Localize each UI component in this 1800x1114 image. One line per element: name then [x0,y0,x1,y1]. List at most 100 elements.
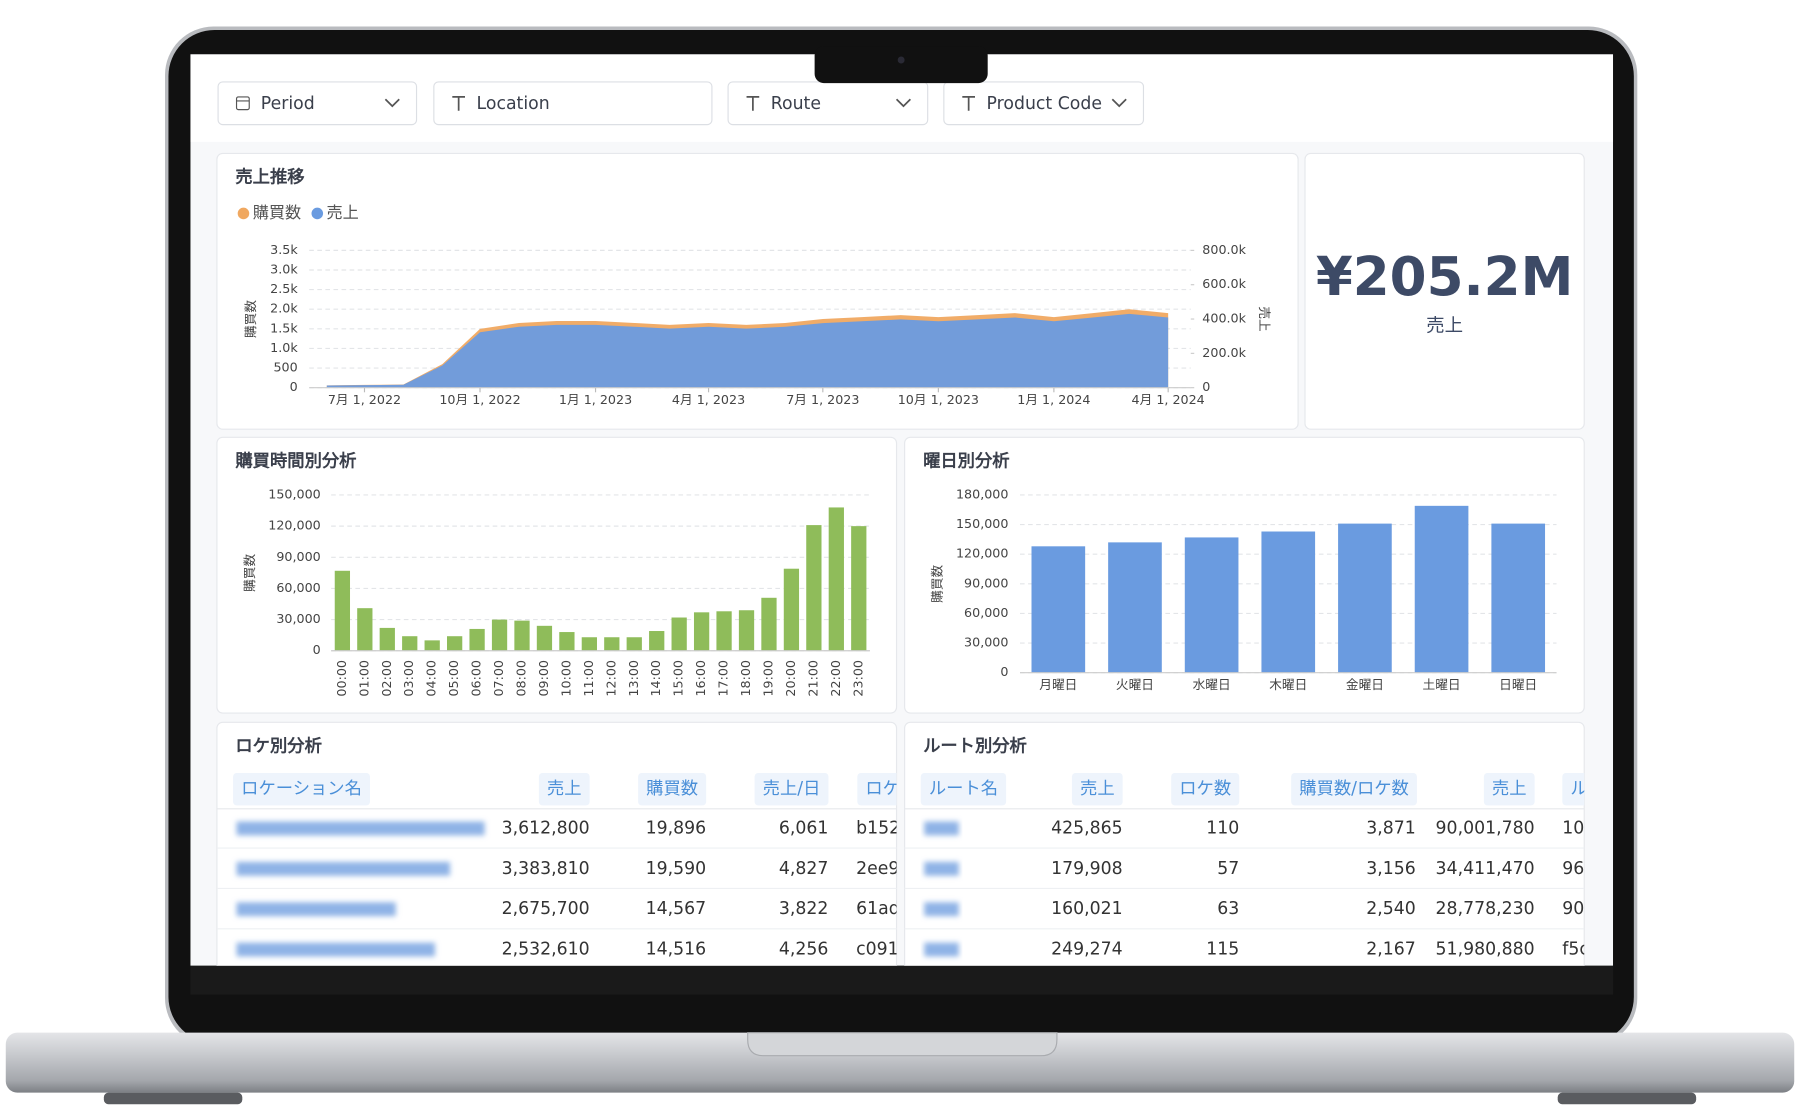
bar [604,637,620,651]
y-tick-label: 600.0k [1202,276,1246,291]
bar [402,636,418,651]
header-pill [638,773,707,806]
x-tick-label: 02:00 [379,660,394,697]
x-tick-label: 20:00 [783,660,798,697]
table-cell: 179,908 [1051,859,1123,879]
x-tick-label: 11:00 [581,660,596,697]
x-tick-label: 23:00 [850,660,865,697]
bar [424,640,440,651]
x-tick-label: 7月 1, 2023 [786,392,859,407]
x-tick-label: 01:00 [356,660,371,697]
table-cell: 2ee9 [856,859,899,879]
column-header: 売上/日 [763,779,821,799]
y-tick-label: 800.0k [1202,242,1246,257]
table-cell: 3,612,800 [502,818,590,838]
header-pill [920,773,1007,806]
x-tick-label: 1月 1, 2024 [1017,392,1090,407]
y-tick-label: 3.5k [270,242,298,257]
table-cell: 425,865 [1051,818,1123,838]
y-tick-label: 0 [1202,379,1210,394]
chart-title: 曜日別分析 [923,451,1009,472]
table-cell: 2,532,610 [502,940,590,960]
column-header: ルート名 [929,779,998,799]
table-cell: 96 [1562,859,1584,879]
y-tick-label: 120,000 [268,518,320,533]
filter-period[interactable]: Period [217,81,418,126]
foot [1557,1092,1697,1105]
x-tick-label: 10月 1, 2023 [898,392,979,407]
axis-title: 購買数 [242,554,257,592]
table-cell: 3,383,810 [502,859,590,879]
column-header: ル [1570,779,1587,799]
column-header: ロケ数 [1179,779,1231,799]
bar [581,637,597,651]
bar [626,637,642,651]
bar [1031,546,1086,673]
table-cell: 63 [1217,899,1239,919]
legend-label: 売上 [327,203,359,222]
blurred-name [924,902,959,917]
y-tick-label: 1.5k [270,320,298,335]
bar [828,507,844,651]
y-tick-label: 200.0k [1202,345,1246,360]
x-tick-label: 15:00 [671,660,686,697]
x-tick-label: 03:00 [401,660,416,697]
x-tick-label: 21:00 [805,660,820,697]
blurred-name [236,821,485,836]
y-tick-label: 30,000 [964,635,1008,650]
table-cell: 10 [1562,818,1584,838]
bar [1261,531,1316,673]
header-pill [1071,773,1123,806]
bar [1338,523,1392,673]
filter-label: Product Code [987,94,1102,114]
bar [357,608,373,651]
header-pill [754,773,829,806]
column-header: 購買数/ロケ数 [1299,779,1409,799]
table-cell: f5c [1562,940,1589,960]
table-cell: 2,675,700 [502,899,590,919]
camera [897,56,905,64]
y-tick-label: 150,000 [956,516,1008,531]
blurred-name [924,861,959,876]
route-table: ルート名 売上 ロケ数 購買数/ロケ数 売上 ル 425,865 110 3,871 90,001… [904,773,1589,960]
filter-location[interactable]: Location [433,81,713,126]
table-cell: 249,274 [1051,940,1123,960]
y-tick-label: 60,000 [276,580,320,595]
x-tick-label: 07:00 [491,660,506,697]
y-tick-label: 180,000 [956,486,1008,501]
bar [469,628,485,651]
x-tick-label: 7月 1, 2022 [328,392,401,407]
header-pill [538,773,590,806]
bar [514,620,530,651]
bar [649,631,665,651]
bar [1184,537,1239,673]
table-cell: 3,156 [1366,859,1416,879]
legend-label: 購買数 [253,203,301,222]
blurred-name [236,861,450,876]
header-pill [1291,773,1417,806]
filter-product-code[interactable]: Product Code [943,81,1145,126]
filter-route[interactable]: Route [727,81,929,126]
table-cell: 2,540 [1366,899,1416,919]
axis-title: 購買数 [930,564,945,602]
bar [491,619,508,651]
chart-title: 購買時間別分析 [235,451,356,472]
bar [806,525,822,651]
table-cell: 2,167 [1366,940,1416,960]
header-pill [1171,773,1240,806]
bar [671,617,687,651]
axis-title: 売上 [1257,306,1272,332]
y-tick-label: 1.0k [270,340,298,355]
table-cell: 3,822 [779,899,829,919]
table-cell: 14,516 [646,940,707,960]
table-cell: 61ad [856,899,900,919]
bar [379,627,395,651]
y-tick-label: 2.5k [270,281,298,296]
x-tick-label: 09:00 [536,660,551,697]
y-tick-label: 30,000 [276,611,320,626]
column-header: ロケーション名 [241,779,362,799]
laptop-base [5,1032,1795,1093]
table-cell: 57 [1217,859,1239,879]
x-tick-label: 16:00 [693,660,708,697]
